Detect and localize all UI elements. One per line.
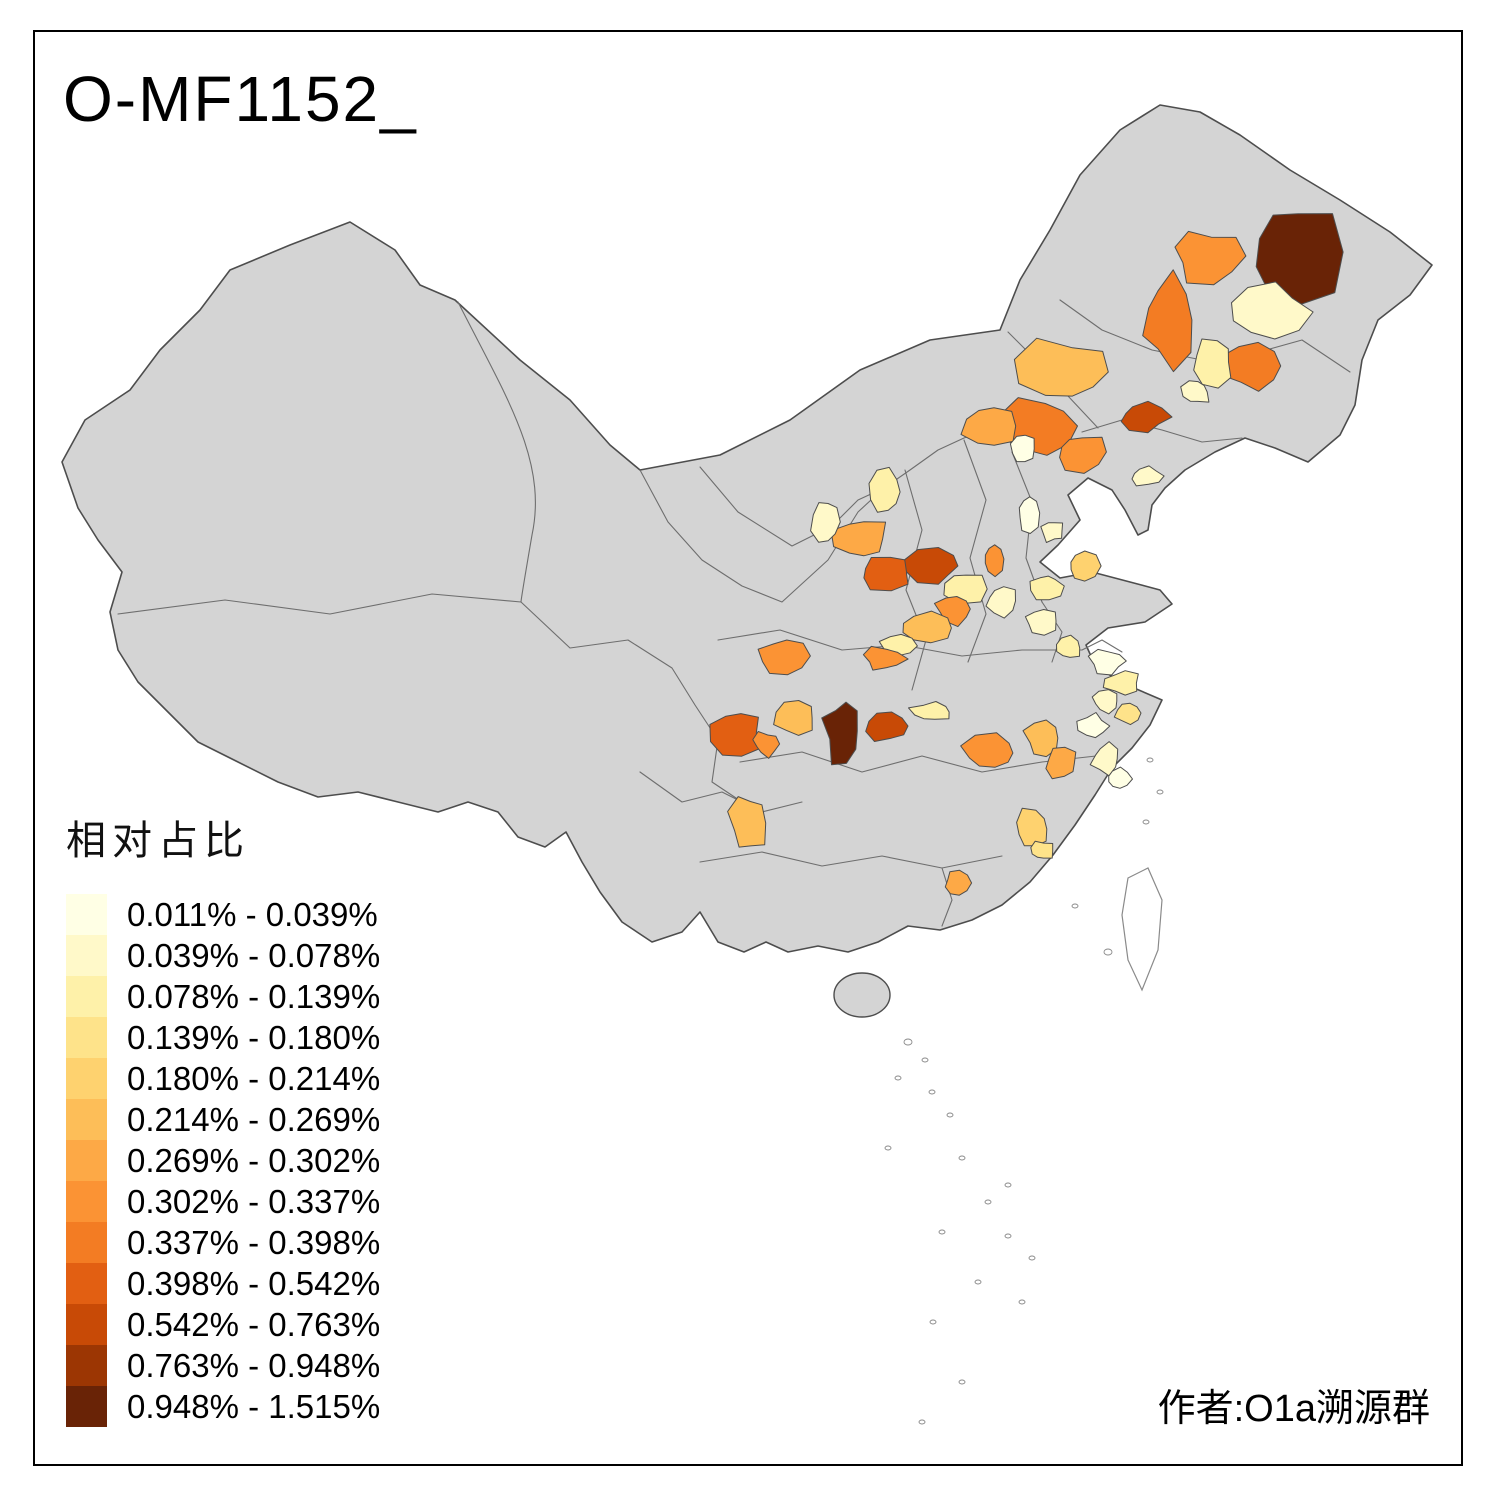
legend-swatch	[66, 1345, 107, 1386]
legend-row: 0.542% - 0.763%	[66, 1304, 380, 1345]
map-region	[1113, 702, 1142, 726]
map-region	[1091, 689, 1118, 715]
legend-row: 0.078% - 0.139%	[66, 976, 380, 1017]
map-region	[944, 869, 973, 896]
legend-swatch	[66, 1263, 107, 1304]
hainan-island	[833, 972, 891, 1018]
legend-row: 0.180% - 0.214%	[66, 1058, 380, 1099]
map-region	[1180, 380, 1210, 403]
legend-label: 0.078% - 0.139%	[127, 977, 381, 1015]
map-region	[1013, 337, 1109, 397]
legend-rows: 0.011% - 0.039% 0.039% - 0.078% 0.078% - 0…	[66, 894, 380, 1427]
map-region	[863, 556, 911, 592]
map-region	[902, 610, 952, 644]
china-mainland	[61, 104, 1433, 953]
map-region	[1087, 648, 1127, 676]
map-region	[1029, 575, 1065, 601]
map-region	[1193, 338, 1232, 389]
map-region	[752, 731, 781, 759]
map-region	[865, 711, 909, 742]
legend-swatch	[66, 935, 107, 976]
map-region	[985, 586, 1016, 619]
legend-swatch	[66, 1222, 107, 1263]
map-region	[908, 701, 950, 720]
map-region	[1076, 712, 1111, 739]
map-region	[868, 466, 901, 513]
legend-row: 0.302% - 0.337%	[66, 1181, 380, 1222]
legend-swatch	[66, 1181, 107, 1222]
map-region	[1102, 670, 1139, 696]
map-region	[1030, 840, 1054, 859]
map-region	[1070, 550, 1102, 582]
legend-swatch	[66, 1140, 107, 1181]
map-region	[757, 639, 811, 676]
legend-label: 0.763% - 0.948%	[127, 1346, 381, 1384]
legend-row: 0.948% - 1.515%	[66, 1386, 380, 1427]
map-region	[1059, 436, 1107, 474]
map-region	[1108, 766, 1133, 789]
legend-swatch	[66, 1099, 107, 1140]
map-region	[904, 547, 959, 585]
map-region	[821, 701, 858, 766]
map-region	[1040, 522, 1064, 543]
map-region	[943, 574, 988, 604]
legend-label: 0.269% - 0.302%	[127, 1141, 381, 1179]
legend-label: 0.542% - 0.763%	[127, 1305, 381, 1343]
map-region	[960, 732, 1014, 768]
map-region	[709, 713, 760, 757]
legend-label: 0.398% - 0.542%	[127, 1264, 381, 1302]
legend-swatch	[66, 1058, 107, 1099]
map-region	[1045, 746, 1077, 780]
legend-label: 0.011% - 0.039%	[127, 895, 378, 933]
map-region	[830, 521, 887, 557]
map-region	[1024, 609, 1057, 636]
legend-label: 0.302% - 0.337%	[127, 1182, 381, 1220]
legend-title: 相对占比	[66, 819, 250, 863]
legend-label: 0.180% - 0.214%	[127, 1059, 381, 1097]
legend-label: 0.139% - 0.180%	[127, 1018, 381, 1056]
legend: 相对占比 0.011% - 0.039% 0.039% - 0.078% 0.078…	[66, 808, 380, 1427]
map-region	[1131, 465, 1165, 487]
map-region	[960, 407, 1017, 446]
legend-swatch	[66, 1386, 107, 1427]
map-region	[862, 645, 909, 671]
legend-row: 0.011% - 0.039%	[66, 894, 380, 935]
legend-row: 0.763% - 0.948%	[66, 1345, 380, 1386]
map-region	[1174, 230, 1247, 286]
map-region	[727, 796, 767, 848]
legend-row: 0.214% - 0.269%	[66, 1099, 380, 1140]
map-regions	[709, 213, 1344, 896]
map-region	[933, 596, 971, 628]
map-region	[1056, 634, 1081, 658]
legend-row: 0.398% - 0.542%	[66, 1263, 380, 1304]
legend-row: 0.139% - 0.180%	[66, 1017, 380, 1058]
taiwan-island	[1121, 867, 1163, 992]
legend-swatch	[66, 1017, 107, 1058]
legend-label: 0.948% - 1.515%	[127, 1387, 381, 1425]
map-region	[1142, 269, 1193, 373]
legend-label: 0.214% - 0.269%	[127, 1100, 381, 1138]
small-islands	[884, 757, 1164, 1425]
legend-swatch	[66, 1304, 107, 1345]
legend-swatch	[66, 894, 107, 935]
legend-swatch	[66, 976, 107, 1017]
map-region	[984, 544, 1005, 578]
legend-row: 0.269% - 0.302%	[66, 1140, 380, 1181]
legend-label: 0.337% - 0.398%	[127, 1223, 381, 1261]
map-region	[1120, 400, 1173, 434]
page-title: O-MF1152_	[63, 63, 418, 135]
map-region	[1009, 434, 1035, 463]
map-region	[810, 502, 841, 543]
map-region	[1255, 213, 1344, 305]
map-region	[1018, 496, 1041, 534]
legend-label: 0.039% - 0.078%	[127, 936, 381, 974]
attribution-text: 作者:O1a溯源群	[1157, 1388, 1430, 1430]
map-region	[1231, 281, 1314, 340]
legend-row: 0.039% - 0.078%	[66, 935, 380, 976]
map-region	[773, 700, 813, 736]
legend-row: 0.337% - 0.398%	[66, 1222, 380, 1263]
